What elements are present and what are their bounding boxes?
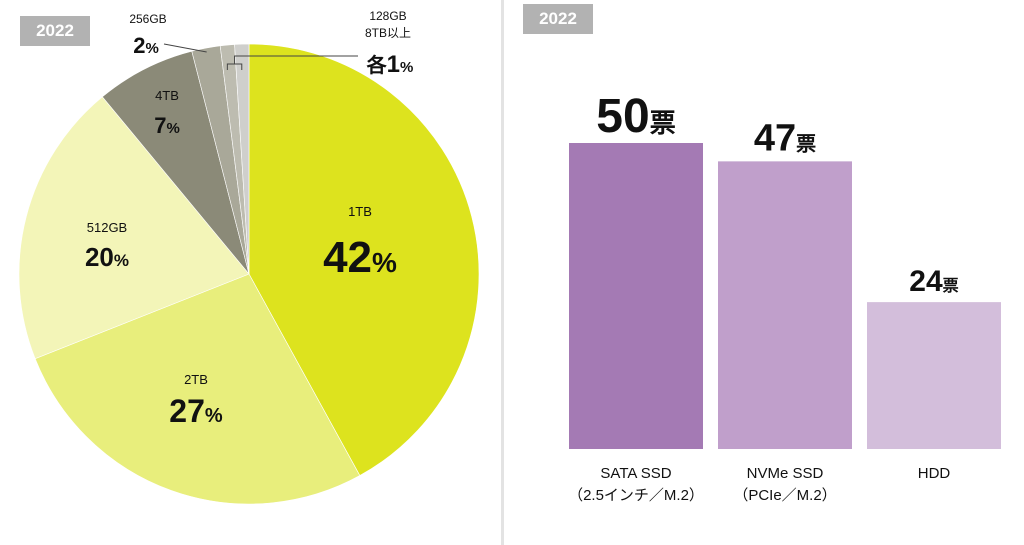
pie-value-0: 42% <box>323 233 397 282</box>
pie-value-4: 2% <box>133 33 159 58</box>
pie-year-badge: 2022 <box>20 16 90 46</box>
bar-value-unit-2: 票 <box>943 277 959 295</box>
bar-category-label-1: NVMe SSD <box>747 465 824 482</box>
pie-combined-label-line1: 128GB <box>369 9 406 23</box>
pie-value-number-0: 42 <box>323 233 372 282</box>
bar-category-sublabel-1: （PCIe／M.2） <box>733 487 836 504</box>
pie-combined-leader <box>234 55 358 64</box>
bar-category-label-2: HDD <box>918 465 951 482</box>
pie-value-number-2: 20 <box>85 242 114 272</box>
pie-value-number-4: 2 <box>133 33 145 58</box>
pie-value-unit-2: % <box>114 251 129 270</box>
pie-slice-6 <box>234 43 250 275</box>
pie-panel: 2022 1TB 42% 2TB 27% 512GB 20% 4TB 7% 256GB 2% 128… <box>0 0 500 545</box>
bar-value-label-2: 24票 <box>909 265 958 298</box>
pie-value-number-3: 7 <box>154 113 166 138</box>
pie-label-2: 512GB <box>87 220 127 235</box>
bar-value-number-1: 47 <box>754 117 796 159</box>
pie-chart: 1TB42%2TB27%512GB20%4TB7%256GB2%128GB8TB… <box>18 9 480 505</box>
pie-value-1: 27% <box>169 393 223 429</box>
panel-divider <box>501 0 504 545</box>
pie-combined-unit: % <box>400 59 413 76</box>
pie-label-1: 2TB <box>184 372 208 387</box>
bar-value-unit-0: 票 <box>650 108 676 138</box>
pie-label-0: 1TB <box>348 204 372 219</box>
pie-leader-4 <box>163 43 207 53</box>
pie-value-number-1: 27 <box>169 393 205 429</box>
bar-panel: 2022 50票 SATA SSD （2.5インチ／M.2） 47票 NVMe SSD （… <box>505 0 1024 545</box>
pie-value-unit-0: % <box>372 247 397 278</box>
bar-year-badge: 2022 <box>523 4 593 34</box>
pie-value-unit-4: % <box>145 40 158 57</box>
bar-category-label-0: SATA SSD <box>600 465 671 482</box>
pie-label-4: 256GB <box>129 12 166 26</box>
pie-combined-value: 各1% <box>366 51 414 78</box>
pie-label-3: 4TB <box>155 88 179 103</box>
pie-value-3: 7% <box>154 113 180 138</box>
bar-category-sublabel-0: （2.5インチ／M.2） <box>568 487 704 504</box>
bar-2 <box>867 302 1001 449</box>
bar-1 <box>718 161 852 450</box>
pie-combined-label-line2: 8TB以上 <box>365 26 411 40</box>
pie-combined-number: 1 <box>387 51 400 78</box>
bar-0 <box>569 143 703 449</box>
bar-value-number-2: 24 <box>909 265 943 298</box>
bar-value-label-1: 47票 <box>754 117 816 159</box>
pie-slice-0 <box>248 43 480 476</box>
pie-slice-2 <box>18 96 250 360</box>
pie-value-unit-3: % <box>166 120 179 137</box>
pie-slice-1 <box>34 273 361 505</box>
pie-slice-3 <box>101 50 250 275</box>
pie-combined-prefix: 各 <box>366 53 388 77</box>
bar-value-number-0: 50 <box>596 90 649 143</box>
pie-value-2: 20% <box>85 242 129 272</box>
pie-value-unit-1: % <box>205 405 223 427</box>
bar-value-unit-1: 票 <box>796 132 816 155</box>
bar-value-label-0: 50票 <box>596 90 675 143</box>
